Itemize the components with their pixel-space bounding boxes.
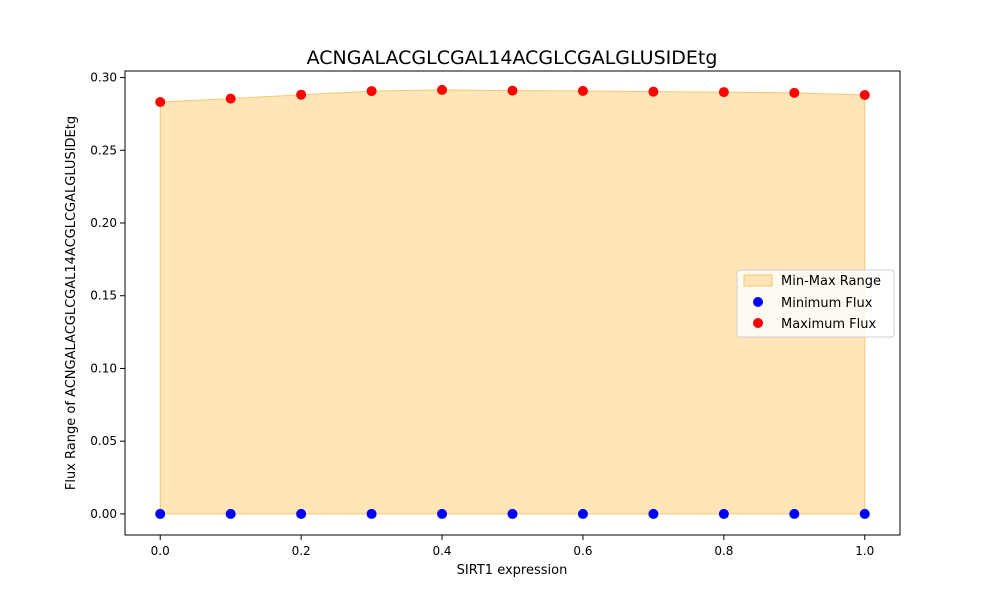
max-flux-point-3 xyxy=(366,86,377,97)
legend-label-max: Maximum Flux xyxy=(781,317,877,332)
max-flux-point-0 xyxy=(155,96,166,107)
legend-marker-min xyxy=(753,297,763,307)
x-tick-label-1: 0.2 xyxy=(292,544,311,558)
max-flux-point-8 xyxy=(718,87,729,98)
y-tick-label-1: 0.05 xyxy=(90,434,117,448)
max-flux-point-1 xyxy=(225,93,236,104)
x-axis: 0.0 0.2 0.4 0.6 0.8 1.0 xyxy=(151,535,874,558)
min-flux-point-10 xyxy=(859,508,870,519)
x-tick-label-5: 1.0 xyxy=(855,544,874,558)
legend-label-min: Minimum Flux xyxy=(781,296,873,311)
plot-frame xyxy=(124,70,901,536)
max-flux-point-9 xyxy=(789,87,800,98)
x-tick-label-0: 0.0 xyxy=(151,544,170,558)
legend-fill-swatch xyxy=(743,274,773,287)
x-tick-label-3: 0.6 xyxy=(573,544,592,558)
x-axis-label: SIRT1 expression xyxy=(457,563,568,578)
y-axis: 0.00 0.05 0.10 0.15 0.20 0.25 0.30 xyxy=(90,71,125,521)
min-flux-point-7 xyxy=(648,508,659,519)
max-flux-point-10 xyxy=(859,90,870,100)
min-flux-point-2 xyxy=(296,508,307,519)
y-tick-label-6: 0.30 xyxy=(90,71,117,85)
max-flux-point-7 xyxy=(648,86,659,97)
legend: Min-Max Range Minimum Flux Maximum Flux xyxy=(736,269,895,338)
min-flux-point-3 xyxy=(366,508,377,519)
chart-title: ACNGALACGLCGAL14ACGLCGALGLUSIDEtg xyxy=(307,47,718,69)
y-tick-label-5: 0.25 xyxy=(90,143,117,157)
min-flux-point-1 xyxy=(225,508,236,519)
min-flux-point-5 xyxy=(507,508,518,519)
y-tick-label-3: 0.15 xyxy=(90,289,117,303)
legend-label-range: Min-Max Range xyxy=(781,274,881,289)
y-tick-label-4: 0.20 xyxy=(90,216,117,230)
x-tick-label-2: 0.4 xyxy=(432,544,451,558)
min-flux-point-9 xyxy=(789,508,800,519)
y-axis-label: Flux Range of ACNGALACGLCGAL14ACGLCGALGL… xyxy=(64,116,79,490)
legend-marker-max xyxy=(753,318,763,328)
max-flux-point-6 xyxy=(577,85,588,96)
min-flux-point-8 xyxy=(718,508,729,519)
max-flux-point-4 xyxy=(437,84,448,95)
min-flux-point-0 xyxy=(155,508,166,519)
min-flux-point-4 xyxy=(437,508,448,519)
min-flux-point-6 xyxy=(577,508,588,519)
plot-area xyxy=(124,70,901,536)
max-flux-point-5 xyxy=(507,85,518,96)
y-tick-label-0: 0.00 xyxy=(90,507,117,521)
x-tick-label-4: 0.8 xyxy=(714,544,733,558)
max-flux-point-2 xyxy=(296,89,307,100)
legend-box xyxy=(736,269,895,338)
y-tick-label-2: 0.10 xyxy=(90,361,117,375)
